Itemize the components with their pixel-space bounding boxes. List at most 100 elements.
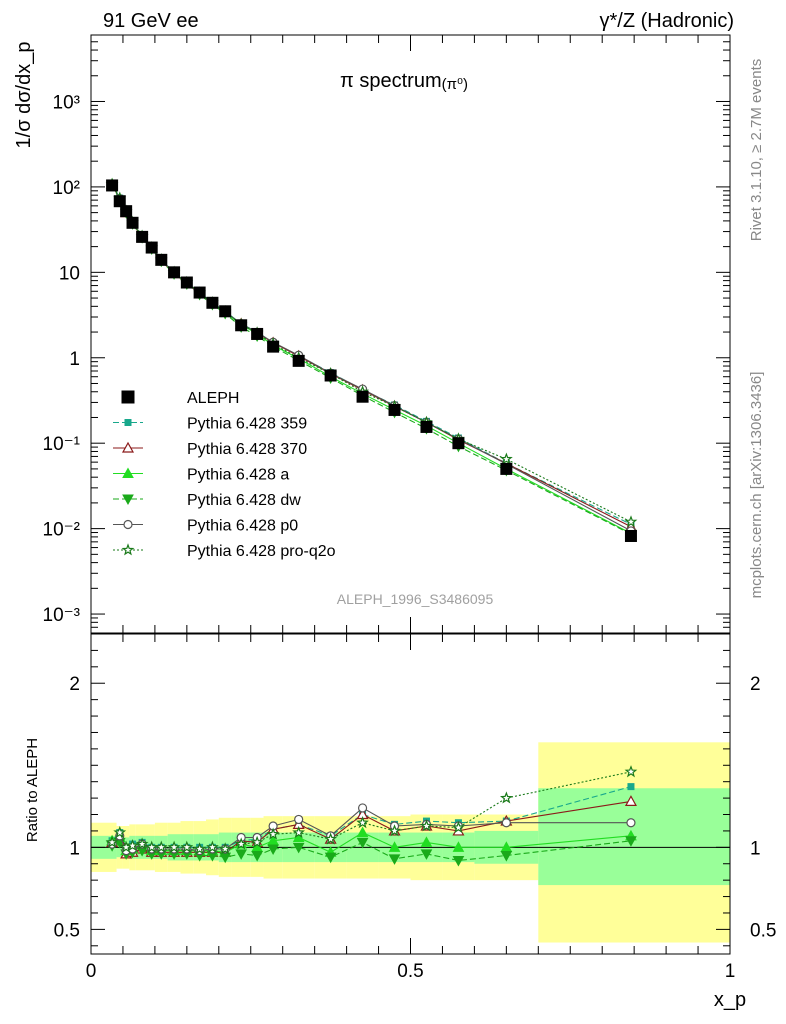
ratio-data-point xyxy=(356,816,369,829)
main-series-4 xyxy=(106,180,637,541)
main-data-point xyxy=(499,452,513,465)
main-data-point xyxy=(206,296,219,309)
main-data-point xyxy=(180,276,193,289)
ratio-y-tick-label-left: 0.5 xyxy=(54,920,80,941)
main-series-layer xyxy=(105,177,638,542)
ratio-y-tick-label-right: 1 xyxy=(750,838,761,859)
ratio-data-point xyxy=(267,844,279,856)
ratio-data-point xyxy=(292,842,305,854)
legend-label: Pythia 6.428 pro-q2o xyxy=(187,543,336,560)
ratio-data-point xyxy=(218,842,232,855)
legend-item: Pythia 6.428 370 xyxy=(113,441,307,458)
ratio-data-point xyxy=(180,840,194,853)
legend-marker xyxy=(121,543,135,556)
ratio-data-point xyxy=(624,765,638,778)
ratio-axis-ticks xyxy=(90,633,731,954)
ratio-data-point xyxy=(167,840,181,853)
plot-title: π spectrum(π⁰) xyxy=(340,70,468,93)
main-data-point xyxy=(168,266,181,279)
ratio-data-point xyxy=(294,814,304,825)
main-data-point xyxy=(624,529,637,542)
main-data-point xyxy=(267,340,280,353)
main-data-point xyxy=(452,437,465,450)
ratio-data-point xyxy=(452,841,465,852)
main-data-point xyxy=(120,205,133,218)
ratio-data-point xyxy=(235,849,248,860)
ratio-data-point xyxy=(324,852,337,864)
legend-label: Pythia 6.428 a xyxy=(187,467,289,484)
ratio-y-tick-label-left: 2 xyxy=(69,674,80,695)
x-tick-label: 1 xyxy=(725,961,736,982)
main-data-point xyxy=(219,305,232,318)
legend-marker xyxy=(121,390,135,404)
ratio-data-point xyxy=(627,783,635,791)
ratio-data-point xyxy=(154,840,168,853)
main-series-0 xyxy=(106,179,637,542)
ratio-y-axis-label: Ratio to ALEPH xyxy=(24,738,41,842)
ratio-data-point xyxy=(388,824,401,837)
main-data-point xyxy=(113,195,126,208)
legend-label: Pythia 6.428 dw xyxy=(187,492,301,509)
ratio-y-tick-label-right: 2 xyxy=(750,674,761,695)
ratio-tick-labels: 0.5 0.5 1 1 2 2 0 0.5 1 xyxy=(54,674,777,982)
y-tick-label: 10² xyxy=(53,178,80,199)
ratio-data-point xyxy=(266,827,280,840)
main-data-point xyxy=(624,515,638,528)
ratio-data-point xyxy=(624,795,637,806)
main-data-point xyxy=(251,327,264,340)
ratio-data-point xyxy=(292,825,306,838)
x-tick-label: 0 xyxy=(86,961,97,982)
ratio-data-point xyxy=(357,803,368,813)
legend-label: ALEPH xyxy=(187,390,239,407)
ratio-data-point xyxy=(420,849,433,860)
ratio-data-point xyxy=(356,826,369,838)
main-data-point xyxy=(388,403,401,416)
ratio-data-point xyxy=(251,851,263,862)
ratio-data-point xyxy=(388,841,401,852)
ratio-data-point xyxy=(420,836,433,847)
ratio-plot-panel: 0.5 0.5 1 1 2 2 0 0.5 1 Ratio to ALEPH x_p xyxy=(24,633,777,1011)
main-series-3 xyxy=(106,178,637,538)
legend-item: Pythia 6.428 a xyxy=(113,467,289,484)
legend-label: Pythia 6.428 370 xyxy=(187,441,307,458)
main-data-point xyxy=(155,253,168,266)
legend-item: Pythia 6.428 pro-q2o xyxy=(113,543,336,560)
y-tick-label: 10⁻² xyxy=(43,520,81,541)
main-data-point xyxy=(420,420,433,433)
y-tick-label: 10⁻³ xyxy=(43,605,81,626)
ratio-data-point xyxy=(388,854,401,865)
mcplots-label: mcplots.cern.ch [arXiv:1306.3436] xyxy=(748,372,765,599)
y-tick-label: 10 xyxy=(59,263,80,284)
ratio-data-point xyxy=(113,825,127,838)
main-data-point xyxy=(193,286,206,299)
legend-item: ALEPH xyxy=(121,390,239,407)
main-plot-panel: 10⁻³ 10⁻² 10⁻¹ 1 10 10² 10³ π spectrum(π⁰) ALE… xyxy=(13,34,731,634)
legend-label: Pythia 6.428 359 xyxy=(187,416,307,433)
legend-item: Pythia 6.428 359 xyxy=(113,416,307,433)
legend-marker xyxy=(121,441,135,453)
ratio-data-point xyxy=(356,837,369,849)
legend-marker xyxy=(122,467,134,478)
legend-item: Pythia 6.428 p0 xyxy=(113,518,298,535)
main-data-point xyxy=(136,230,149,243)
main-data-point xyxy=(126,216,139,229)
main-y-tick-labels: 10⁻³ 10⁻² 10⁻¹ 1 10 10² 10³ xyxy=(43,92,81,626)
ratio-series-5 xyxy=(105,765,638,855)
ratio-data-point xyxy=(193,842,207,855)
legend-marker xyxy=(123,519,133,530)
ratio-data-point xyxy=(250,835,264,848)
ratio-data-point xyxy=(452,820,465,834)
main-data-point xyxy=(500,462,513,475)
ratio-data-point xyxy=(135,837,149,850)
legend: ALEPH Pythia 6.428 359 Pythia 6.428 370 Pyt… xyxy=(113,390,336,560)
main-data-point xyxy=(356,390,369,403)
ratio-y-tick-label-right: 0.5 xyxy=(750,920,776,941)
main-axis-ticks xyxy=(90,34,731,634)
ratio-y-tick-label-left: 1 xyxy=(69,838,80,859)
y-tick-label: 10³ xyxy=(53,92,80,113)
legend-label: Pythia 6.428 p0 xyxy=(187,518,298,535)
x-axis-label: x_p xyxy=(714,989,746,1011)
x-tick-label: 0.5 xyxy=(397,961,423,982)
main-y-axis-label: 1/σ dσ/dx_p xyxy=(13,42,35,149)
